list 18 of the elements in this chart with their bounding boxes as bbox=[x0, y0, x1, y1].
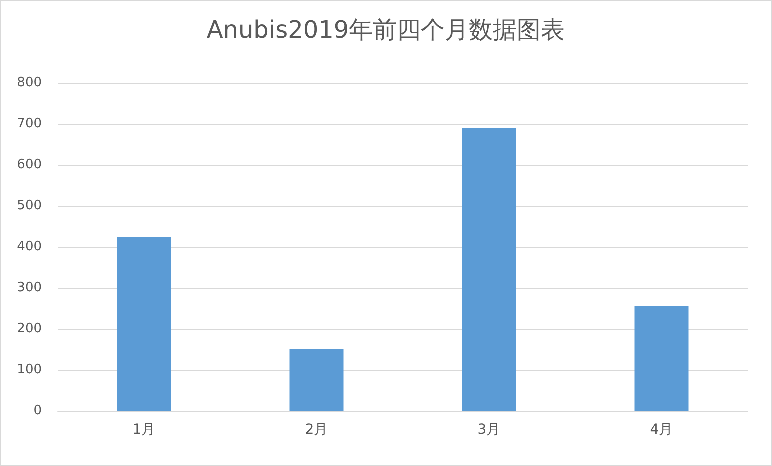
y-tick-label: 700 bbox=[17, 116, 42, 132]
y-tick-label: 400 bbox=[17, 240, 42, 254]
x-tick-label: 4月 bbox=[650, 422, 674, 438]
chart-title: Anubis2019年前四个月数据图表 bbox=[206, 16, 566, 44]
y-tick-label: 0 bbox=[34, 404, 42, 418]
x-tick-label: 1月 bbox=[132, 422, 156, 438]
bar bbox=[462, 128, 516, 411]
y-tick-label: 100 bbox=[17, 362, 42, 378]
y-tick-label: 500 bbox=[17, 198, 42, 214]
y-tick-label: 200 bbox=[17, 322, 42, 336]
bar bbox=[290, 350, 344, 411]
bar bbox=[117, 237, 172, 411]
x-tick-label: 3月 bbox=[478, 422, 501, 438]
y-tick-label: 800 bbox=[17, 76, 42, 90]
bar bbox=[634, 306, 689, 411]
x-tick-label: 2月 bbox=[305, 422, 328, 438]
y-tick-label: 300 bbox=[17, 280, 42, 296]
y-tick-label: 600 bbox=[17, 158, 42, 172]
